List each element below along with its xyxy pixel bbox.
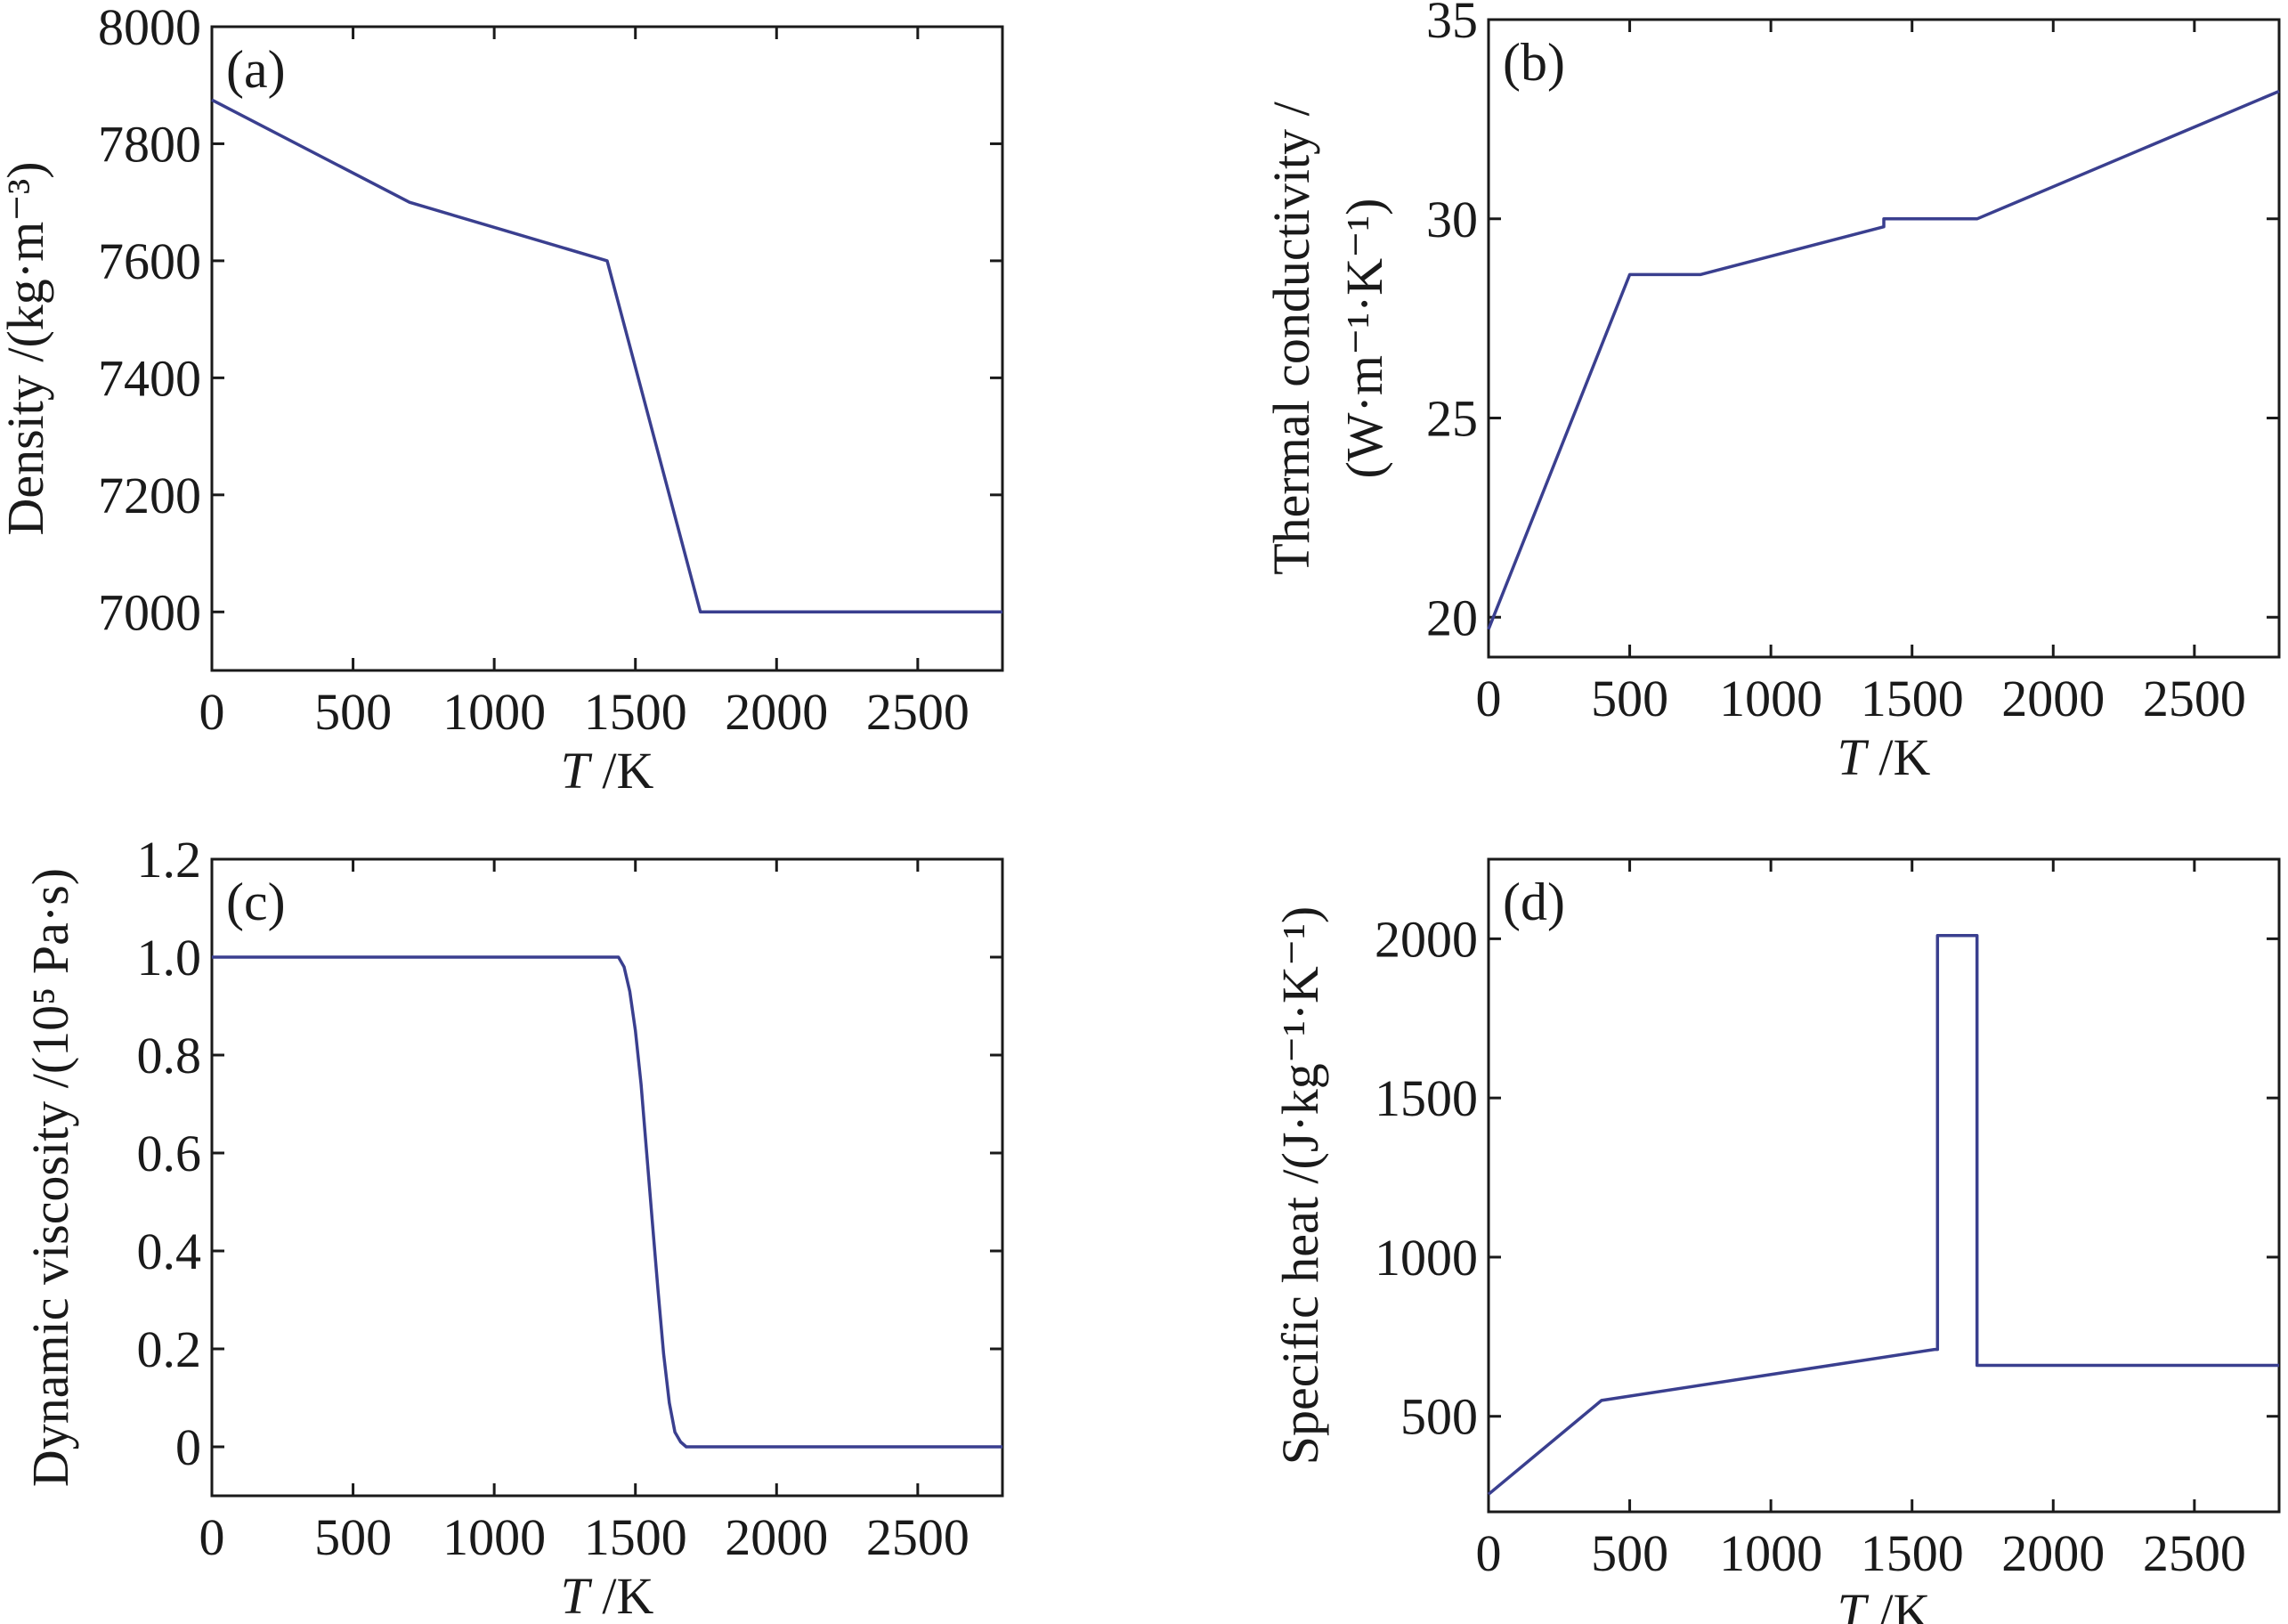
- x-axis-label: T /K: [561, 742, 654, 800]
- chart-panel-c: 0 500 1000 1500 2000 2500 0 0.2 0.4 0.6 0.8 1.0 1.2 (…: [21, 831, 1004, 1624]
- x-tick-label: 1000: [442, 1508, 546, 1566]
- series-line-0: [211, 98, 1002, 614]
- x-tick-label: 1500: [584, 683, 687, 741]
- x-tick-label: 500: [1591, 1524, 1668, 1582]
- y-tick-label: 7800: [98, 115, 201, 173]
- x-tick-label: 2000: [2001, 670, 2105, 727]
- y-tick-label: 25: [1426, 390, 1478, 448]
- y-axis-label-units: (W·m⁻¹·K⁻¹): [1335, 198, 1393, 478]
- chart-panel-b: 0 500 1000 1500 2000 2500 20 25 30 35 (b) T /K Therm…: [1262, 0, 2281, 786]
- y-tick-label: 0.2: [137, 1320, 202, 1378]
- x-tick-label: 2000: [725, 1508, 828, 1566]
- series-line-0: [212, 955, 1002, 1449]
- y-tick-label: 0.6: [137, 1125, 202, 1182]
- panel-label: (b): [1503, 33, 1565, 92]
- y-tick-label: 35: [1426, 0, 1478, 49]
- y-tick-label: 8000: [98, 0, 201, 56]
- y-tick-label: 7000: [98, 583, 201, 641]
- x-tick-label: 500: [314, 683, 392, 741]
- x-tick-label: 1500: [1861, 670, 1964, 727]
- x-tick-label: 1000: [1719, 670, 1822, 727]
- x-tick-label: 2000: [725, 683, 828, 741]
- series-line-0: [1487, 934, 2279, 1496]
- y-axis-label: Thermal conductivity /: [1262, 101, 1320, 574]
- x-tick-label: 1500: [584, 1508, 687, 1566]
- y-axis-label: Dynamic viscosity /(10⁵ Pa·s): [21, 868, 79, 1487]
- y-tick-label: 1500: [1375, 1069, 1478, 1127]
- y-tick-label: 7600: [98, 232, 201, 290]
- x-tick-label: 2500: [866, 683, 970, 741]
- x-tick-label: 1000: [442, 683, 546, 741]
- chart-panel-d: 0 500 1000 1500 2000 2500 500 1000 1500 2000 (d) T …: [1271, 857, 2281, 1624]
- x-tick-label: 0: [199, 683, 225, 741]
- x-tick-label: 0: [1476, 1524, 1502, 1582]
- plot-frame: [210, 25, 1004, 672]
- y-tick-label: 1.2: [137, 831, 202, 889]
- y-tick-label: 500: [1400, 1388, 1478, 1446]
- x-axis-label: T /K: [1838, 1583, 1931, 1624]
- chart-panel-a: 0 500 1000 1500 2000 2500 7000 7200 7400 7600 7800…: [0, 0, 1004, 800]
- y-axis-label: Specific heat /(J·kg⁻¹·K⁻¹): [1271, 906, 1329, 1465]
- panel-label: (c): [226, 873, 286, 931]
- x-tick-label: 0: [1476, 670, 1502, 727]
- y-tick-label: 0: [175, 1418, 201, 1476]
- y-axis-label: Density /(kg·m⁻³): [0, 161, 54, 535]
- x-tick-label: 0: [199, 1508, 225, 1566]
- plot-frame: [210, 857, 1004, 1498]
- x-axis-label: T /K: [561, 1567, 654, 1624]
- plot-frame: [1487, 18, 2281, 659]
- y-tick-label: 7400: [98, 349, 201, 407]
- x-tick-label: 1500: [1861, 1524, 1964, 1582]
- series-line-0: [1487, 89, 2280, 630]
- y-tick-label: 30: [1426, 191, 1478, 248]
- y-tick-label: 7200: [98, 467, 201, 524]
- y-tick-label: 1.0: [137, 929, 202, 987]
- y-tick-label: 0.8: [137, 1027, 202, 1084]
- x-tick-label: 500: [1591, 670, 1668, 727]
- plot-frame: [1487, 857, 2281, 1514]
- x-tick-label: 2500: [2143, 670, 2246, 727]
- x-tick-label: 2000: [2001, 1524, 2105, 1582]
- x-tick-label: 2500: [866, 1508, 970, 1566]
- y-tick-label: 2000: [1375, 910, 1478, 968]
- y-tick-label: 1000: [1375, 1229, 1478, 1287]
- y-tick-label: 20: [1426, 589, 1478, 646]
- x-tick-label: 1000: [1719, 1524, 1822, 1582]
- x-tick-label: 2500: [2143, 1524, 2246, 1582]
- y-tick-label: 0.4: [137, 1222, 202, 1280]
- panel-label: (d): [1503, 873, 1565, 931]
- panel-label: (a): [226, 40, 286, 99]
- x-tick-label: 500: [314, 1508, 392, 1566]
- x-axis-label: T /K: [1838, 728, 1931, 786]
